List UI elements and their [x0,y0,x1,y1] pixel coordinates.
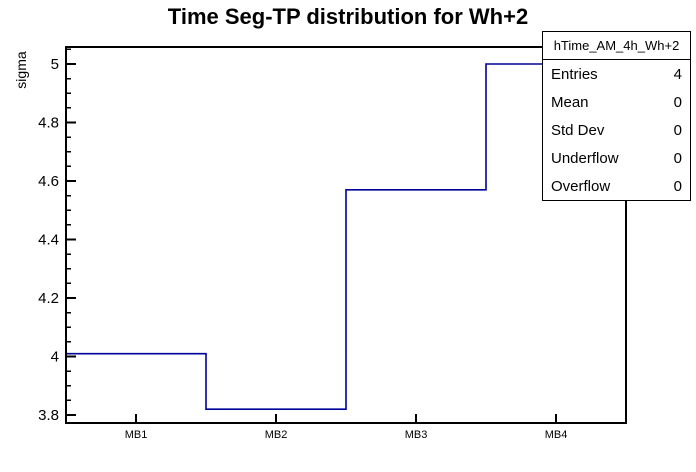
stats-label: Entries [551,65,598,83]
plot-frame [65,46,627,424]
y-tick-label: 4.6 [38,173,59,190]
stats-row: Underflow 0 [551,150,682,167]
stats-rows: Entries 4 Mean 0 Std Dev 0 Underflow 0 Overflow 0 [543,60,690,201]
stats-label: Mean [551,93,589,111]
y-tick-label: 4.4 [38,232,59,249]
y-tick-label: 4.8 [38,114,59,131]
stats-box: hTime_AM_4h_Wh+2 Entries 4 Mean 0 Std Dev 0 Un… [542,31,691,201]
x-tick-label: MB4 [545,429,568,441]
stats-value: 0 [673,150,682,168]
y-tick-label: 3.8 [38,407,59,424]
x-tick-label: MB1 [125,429,148,441]
x-tick-label: MB3 [405,429,428,441]
stats-row: Std Dev 0 [551,122,682,139]
stats-row: Entries 4 [551,66,682,83]
stats-row: Overflow 0 [551,178,682,195]
stats-box-title: hTime_AM_4h_Wh+2 [543,32,690,60]
stats-value: 4 [673,65,682,83]
chart-title: Time Seg-TP distribution for Wh+2 [167,4,529,29]
stats-label: Std Dev [551,121,605,139]
y-tick-label: 5 [51,56,59,73]
stats-value: 0 [673,121,682,139]
stats-value: 0 [673,93,682,111]
x-tick-label: MB2 [265,429,288,441]
stats-label: Underflow [551,150,619,168]
stats-label: Overflow [551,178,611,196]
stats-row: Mean 0 [551,94,682,111]
y-tick-label: 4 [51,349,59,366]
stats-value: 0 [673,178,682,196]
y-tick-label: 4.2 [38,290,59,307]
